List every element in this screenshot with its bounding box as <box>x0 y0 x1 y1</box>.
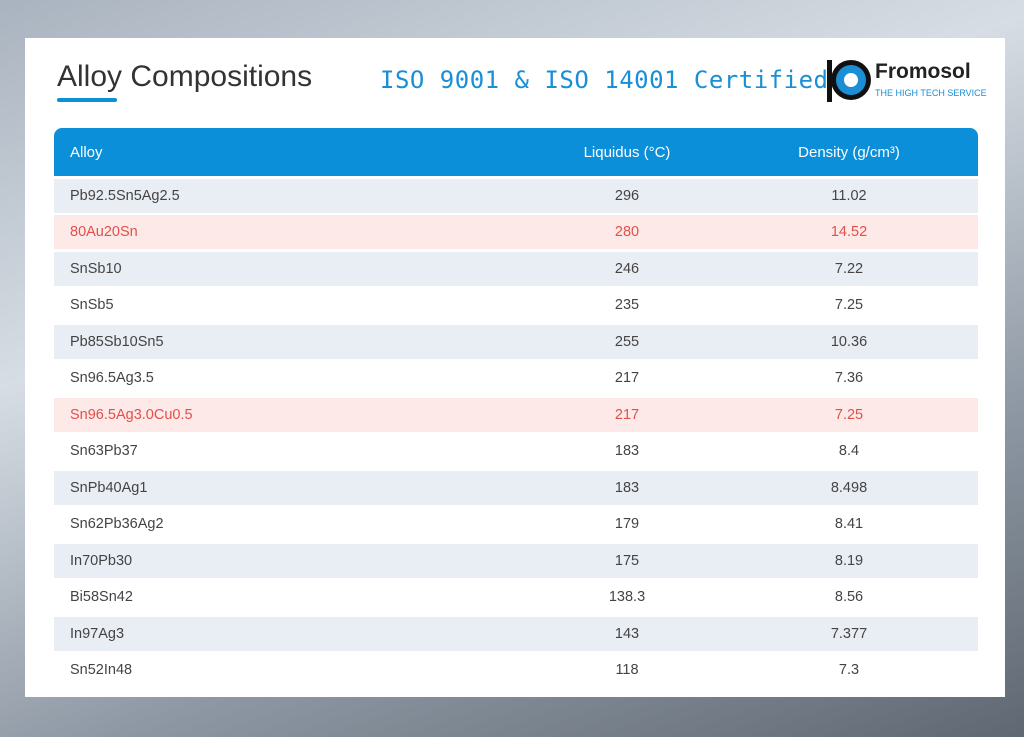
table-row: In70Pb30 175 8.19 <box>54 543 978 578</box>
table-row: SnPb40Ag1 183 8.498 <box>54 470 978 505</box>
alloy-cell: SnPb40Ag1 <box>70 479 148 496</box>
table-row: Sn63Pb37 183 8.4 <box>54 434 978 468</box>
density-cell: 7.377 <box>830 625 868 642</box>
alloy-cell: 80Au20Sn <box>70 224 138 240</box>
table-row: Sn96.5Ag3.5 217 7.36 <box>54 361 978 395</box>
table-row: Sn62Pb36Ag2 179 8.41 <box>54 507 978 541</box>
logo-tagline: THE HIGH TECH SERVICE <box>875 88 987 98</box>
liquidus-cell: 217 <box>614 406 640 423</box>
table-row: 80Au20Sn 280 14.52 <box>54 215 978 249</box>
density-cell: 8.41 <box>834 516 864 532</box>
density-cell: 14.52 <box>830 224 868 240</box>
liquidus-cell: 183 <box>614 443 640 459</box>
alloy-cell: Sn52In48 <box>70 662 133 678</box>
column-header: Liquidus (°C) <box>583 143 671 161</box>
alloy-cell: Pb85Sb10Sn5 <box>70 333 164 350</box>
logo-name: Fromosol <box>875 60 971 83</box>
liquidus-cell: 179 <box>614 516 640 532</box>
alloy-cell: SnSb5 <box>70 297 114 313</box>
liquidus-cell: 183 <box>614 479 640 496</box>
density-cell: 7.36 <box>834 370 864 386</box>
table-row: Pb85Sb10Sn5 255 10.36 <box>54 324 978 359</box>
alloy-cell: SnSb10 <box>70 260 122 277</box>
density-cell: 7.22 <box>834 260 864 277</box>
table-row: SnSb10 246 7.22 <box>54 251 978 286</box>
alloy-cell: Sn63Pb37 <box>70 443 138 459</box>
alloy-cell: Pb92.5Sn5Ag2.5 <box>70 187 180 204</box>
liquidus-cell: 296 <box>614 187 640 204</box>
liquidus-cell: 246 <box>614 260 640 277</box>
density-cell: 8.56 <box>834 589 864 605</box>
liquidus-cell: 217 <box>614 370 640 386</box>
alloy-cell: In97Ag3 <box>70 625 125 642</box>
table-row: Sn52In48 118 7.3 <box>54 653 978 687</box>
density-cell: 7.25 <box>834 297 864 313</box>
column-header: Alloy <box>70 143 103 161</box>
alloy-cell: Sn62Pb36Ag2 <box>70 516 164 532</box>
liquidus-cell: 255 <box>614 333 640 350</box>
liquidus-cell: 280 <box>614 224 640 240</box>
table: Alloy Liquidus (°C) Density (g/cm³) Pb92… <box>54 128 978 687</box>
table-row: Bi58Sn42 138.3 8.56 <box>54 580 978 614</box>
certification: ISO 9001 & ISO 14001 Certified <box>380 66 829 94</box>
density-cell: 8.4 <box>838 443 860 459</box>
liquidus-cell: 235 <box>614 297 640 313</box>
alloy-cell: Sn96.5Ag3.0Cu0.5 <box>70 406 193 423</box>
liquidus-cell: 138.3 <box>608 589 646 605</box>
liquidus-cell: 175 <box>614 552 640 569</box>
density-cell: 10.36 <box>830 333 868 350</box>
card: Alloy Compositions ISO 9001 & ISO 14001 … <box>25 38 1005 697</box>
table-row: Pb92.5Sn5Ag2.5 296 11.02 <box>54 178 978 213</box>
liquidus-cell: 118 <box>615 662 639 678</box>
title: Alloy Compositions <box>57 60 313 93</box>
density-cell: 11.02 <box>831 187 867 204</box>
table-row: In97Ag3 143 7.377 <box>54 616 978 651</box>
liquidus-cell: 143 <box>614 625 640 642</box>
table-header: Alloy Liquidus (°C) Density (g/cm³) <box>54 128 978 176</box>
title-underline <box>57 98 117 102</box>
density-cell: 7.25 <box>834 406 864 423</box>
alloy-cell: Bi58Sn42 <box>70 589 133 605</box>
logo-icon <box>827 60 871 102</box>
density-cell: 7.3 <box>838 662 860 678</box>
alloy-cell: In70Pb30 <box>70 552 133 569</box>
column-header: Density (g/cm³) <box>798 143 900 161</box>
density-cell: 8.19 <box>834 552 864 569</box>
alloy-cell: Sn96.5Ag3.5 <box>70 370 154 386</box>
table-row: Sn96.5Ag3.0Cu0.5 217 7.25 <box>54 397 978 432</box>
table-row: SnSb5 235 7.25 <box>54 288 978 322</box>
density-cell: 8.498 <box>830 479 868 496</box>
